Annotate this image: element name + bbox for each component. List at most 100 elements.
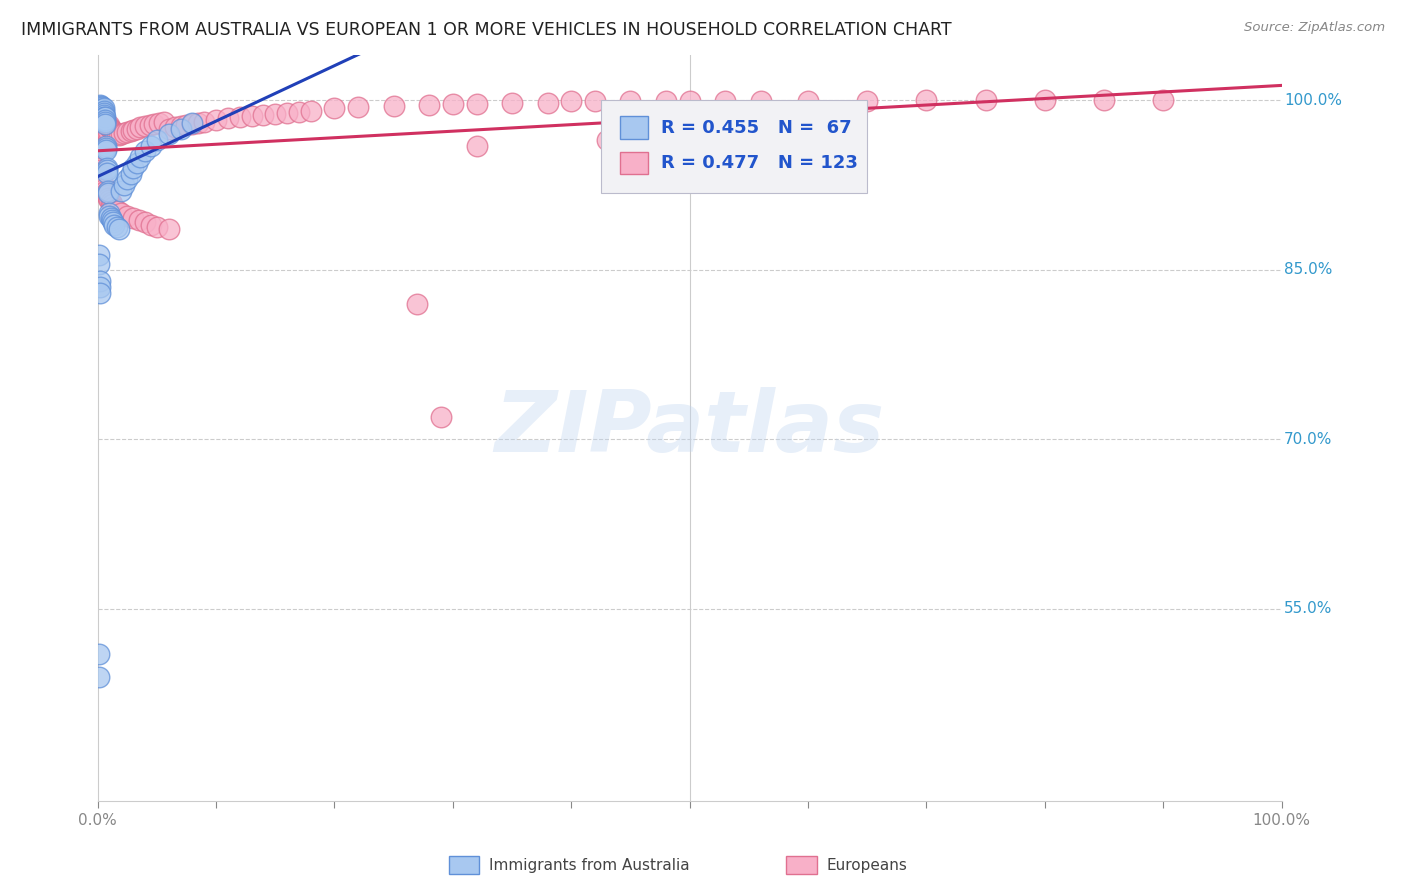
Point [139,138,162,153]
Point [90,105,112,120]
Point [91,116,114,130]
Point [91,104,114,119]
Point [797,95,820,109]
Point [91,103,114,117]
Point [89,163,111,178]
Point [143,117,166,131]
Point [101,213,124,227]
Point [1152,94,1174,108]
Point [125,121,148,136]
Point [104,126,127,140]
Point [87,111,110,125]
FancyBboxPatch shape [600,100,868,194]
Point [181,116,204,130]
Point [94,111,117,125]
Point [90,117,112,131]
Point [94,186,117,200]
Point [112,126,135,140]
Point [91,107,114,121]
Point [583,95,606,109]
Point [157,222,180,236]
Point [93,103,115,118]
Point [299,103,322,118]
Point [91,118,114,132]
Point [240,109,263,123]
Point [100,211,122,225]
Point [441,96,464,111]
Point [264,107,287,121]
Point [110,206,132,220]
Point [406,297,429,311]
Point [90,111,112,125]
Text: ZIPatlas: ZIPatlas [495,386,884,469]
Point [94,121,117,136]
Point [89,280,111,294]
Point [91,120,114,135]
Point [90,103,112,118]
Point [120,167,142,181]
Point [96,122,118,136]
Point [89,285,111,300]
Text: IMMIGRANTS FROM AUSTRALIA VS EUROPEAN 1 OR MORE VEHICLES IN HOUSEHOLD CORRELATIO: IMMIGRANTS FROM AUSTRALIA VS EUROPEAN 1 … [21,21,952,38]
Point [93,112,115,127]
Point [87,248,110,262]
Point [382,99,405,113]
Point [87,257,110,271]
Point [153,115,176,129]
Point [108,128,131,143]
Point [87,647,110,661]
Point [97,186,120,200]
Point [94,115,117,129]
Point [1092,94,1115,108]
Point [347,100,370,114]
Point [117,172,139,186]
Point [157,121,180,136]
Point [98,118,121,132]
Point [97,184,120,198]
Point [89,113,111,128]
Point [105,128,128,142]
Point [678,95,700,109]
Point [122,211,145,225]
Point [122,161,145,176]
Point [465,138,488,153]
Point [97,190,120,204]
Point [619,138,641,153]
Point [974,94,997,108]
Point [87,104,110,119]
Point [120,124,142,138]
Point [93,121,115,136]
Point [93,108,115,122]
Point [169,121,191,136]
Point [97,121,120,136]
Text: 100.0%: 100.0% [1284,93,1341,108]
Point [93,101,115,115]
Point [90,124,112,138]
Point [187,116,209,130]
Point [94,118,117,132]
Point [91,175,114,189]
Point [94,184,117,198]
Point [217,112,239,126]
Point [205,112,228,127]
Point [91,109,114,123]
Point [98,193,121,207]
Point [146,219,169,234]
Point [176,118,198,132]
Point [89,166,111,180]
Point [101,124,124,138]
Point [96,161,118,176]
Text: Source: ZipAtlas.com: Source: ZipAtlas.com [1244,21,1385,34]
Point [856,95,879,109]
Point [501,95,523,110]
Point [91,100,114,114]
Point [90,99,112,113]
Point [87,103,110,117]
Point [619,95,641,109]
Point [146,133,169,147]
Point [94,124,117,138]
Point [117,209,139,223]
Point [89,274,111,288]
Point [122,122,145,136]
Point [94,138,117,153]
